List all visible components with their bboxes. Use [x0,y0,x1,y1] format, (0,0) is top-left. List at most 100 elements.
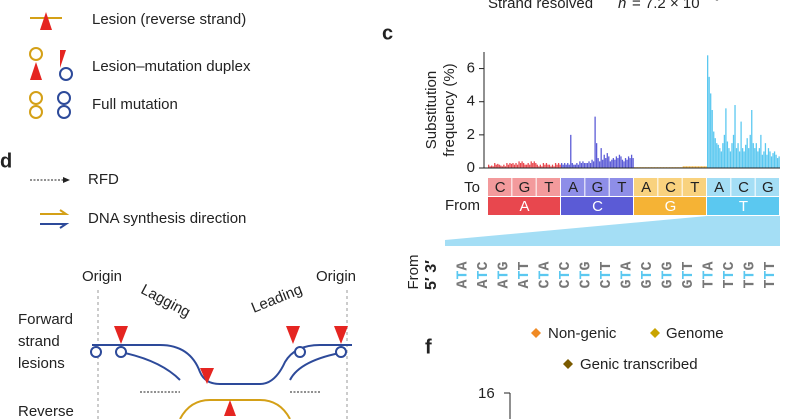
from-base: T [739,198,748,215]
lesion-icon [54,50,66,68]
forward-label: lesions [18,355,65,372]
bar [501,166,503,168]
bar [629,158,631,168]
bar [516,164,519,168]
from-cell [561,197,633,215]
bar [697,166,700,168]
bar [720,151,722,168]
bar [621,159,624,168]
bar [492,166,494,168]
bar [723,134,726,168]
bar [751,110,753,168]
forward-strand [92,344,352,385]
context: CTA [536,261,553,288]
context-from: From [405,255,422,290]
bar [770,156,773,168]
context-strand: 5′ 3′ [423,260,440,290]
to-base: C [665,179,676,196]
bar [579,161,581,168]
legend-label: Genic transcribed [580,356,698,373]
legend-label: Non-genic [548,325,617,342]
bar [748,148,750,168]
bar [573,164,575,168]
to-base: A [641,179,651,196]
bar [509,163,511,168]
to-cell [634,178,658,196]
n-symbol: n [618,0,626,12]
context: GTG [659,261,676,288]
bar [710,93,712,168]
bar [745,144,747,168]
bar [714,138,716,168]
y-tick-label: 2 [467,126,475,143]
bar [767,148,770,168]
bar [522,163,525,168]
mutation-circle [294,346,306,358]
circle-icon [57,105,71,119]
bar [503,164,505,168]
bar [588,161,590,168]
bar [521,161,523,168]
bar [576,163,578,168]
bar [524,164,526,168]
to-base: G [519,179,531,196]
bar [711,110,713,168]
from-cell [634,197,706,215]
bar [504,166,507,168]
legend-marker [650,328,660,338]
bar [536,164,538,168]
bar [547,164,549,168]
bar [551,164,554,168]
bar [694,166,697,168]
synthesis-arrow [40,209,70,215]
bar [561,163,563,168]
bar [500,165,502,168]
y-tick-label: 4 [467,93,475,110]
bar [564,163,566,168]
from-label: From [445,197,480,214]
to-cell [609,178,633,196]
bar [489,166,491,168]
bar [684,166,686,168]
bar [746,138,748,168]
bar [688,166,691,168]
legend-marker [531,328,541,338]
from-cell [707,197,779,215]
to-cell [707,178,731,196]
bar [755,143,757,168]
bar [758,148,761,168]
bar [515,163,517,168]
to-cell [585,178,609,196]
to-base: T [690,179,699,196]
bar [754,148,756,168]
bar [617,158,619,168]
bar [591,159,593,168]
context: TTA [700,261,717,288]
bar [592,161,595,168]
bar [749,134,751,168]
panel-label: f [425,336,432,358]
bar [580,163,583,168]
bar [612,158,615,168]
bar [574,164,576,168]
bar [539,164,542,168]
title: Strand resolved [488,0,593,12]
context: GTC [639,261,656,288]
bar [608,156,610,168]
legend-top: Lesion (reverse strand) Lesion–mutation … [29,11,251,119]
bar [687,166,689,168]
from-cell [488,197,560,215]
bar [632,158,634,168]
bar [717,144,719,168]
bar [545,163,548,168]
bar [548,164,551,168]
legend-label: Full mutation [92,96,178,113]
to-base: G [762,179,774,196]
to-base: A [568,179,578,196]
to-cell [512,178,536,196]
bar [707,55,709,168]
n-exp: 6 [714,0,720,4]
bar [585,163,587,168]
bar [737,143,739,168]
